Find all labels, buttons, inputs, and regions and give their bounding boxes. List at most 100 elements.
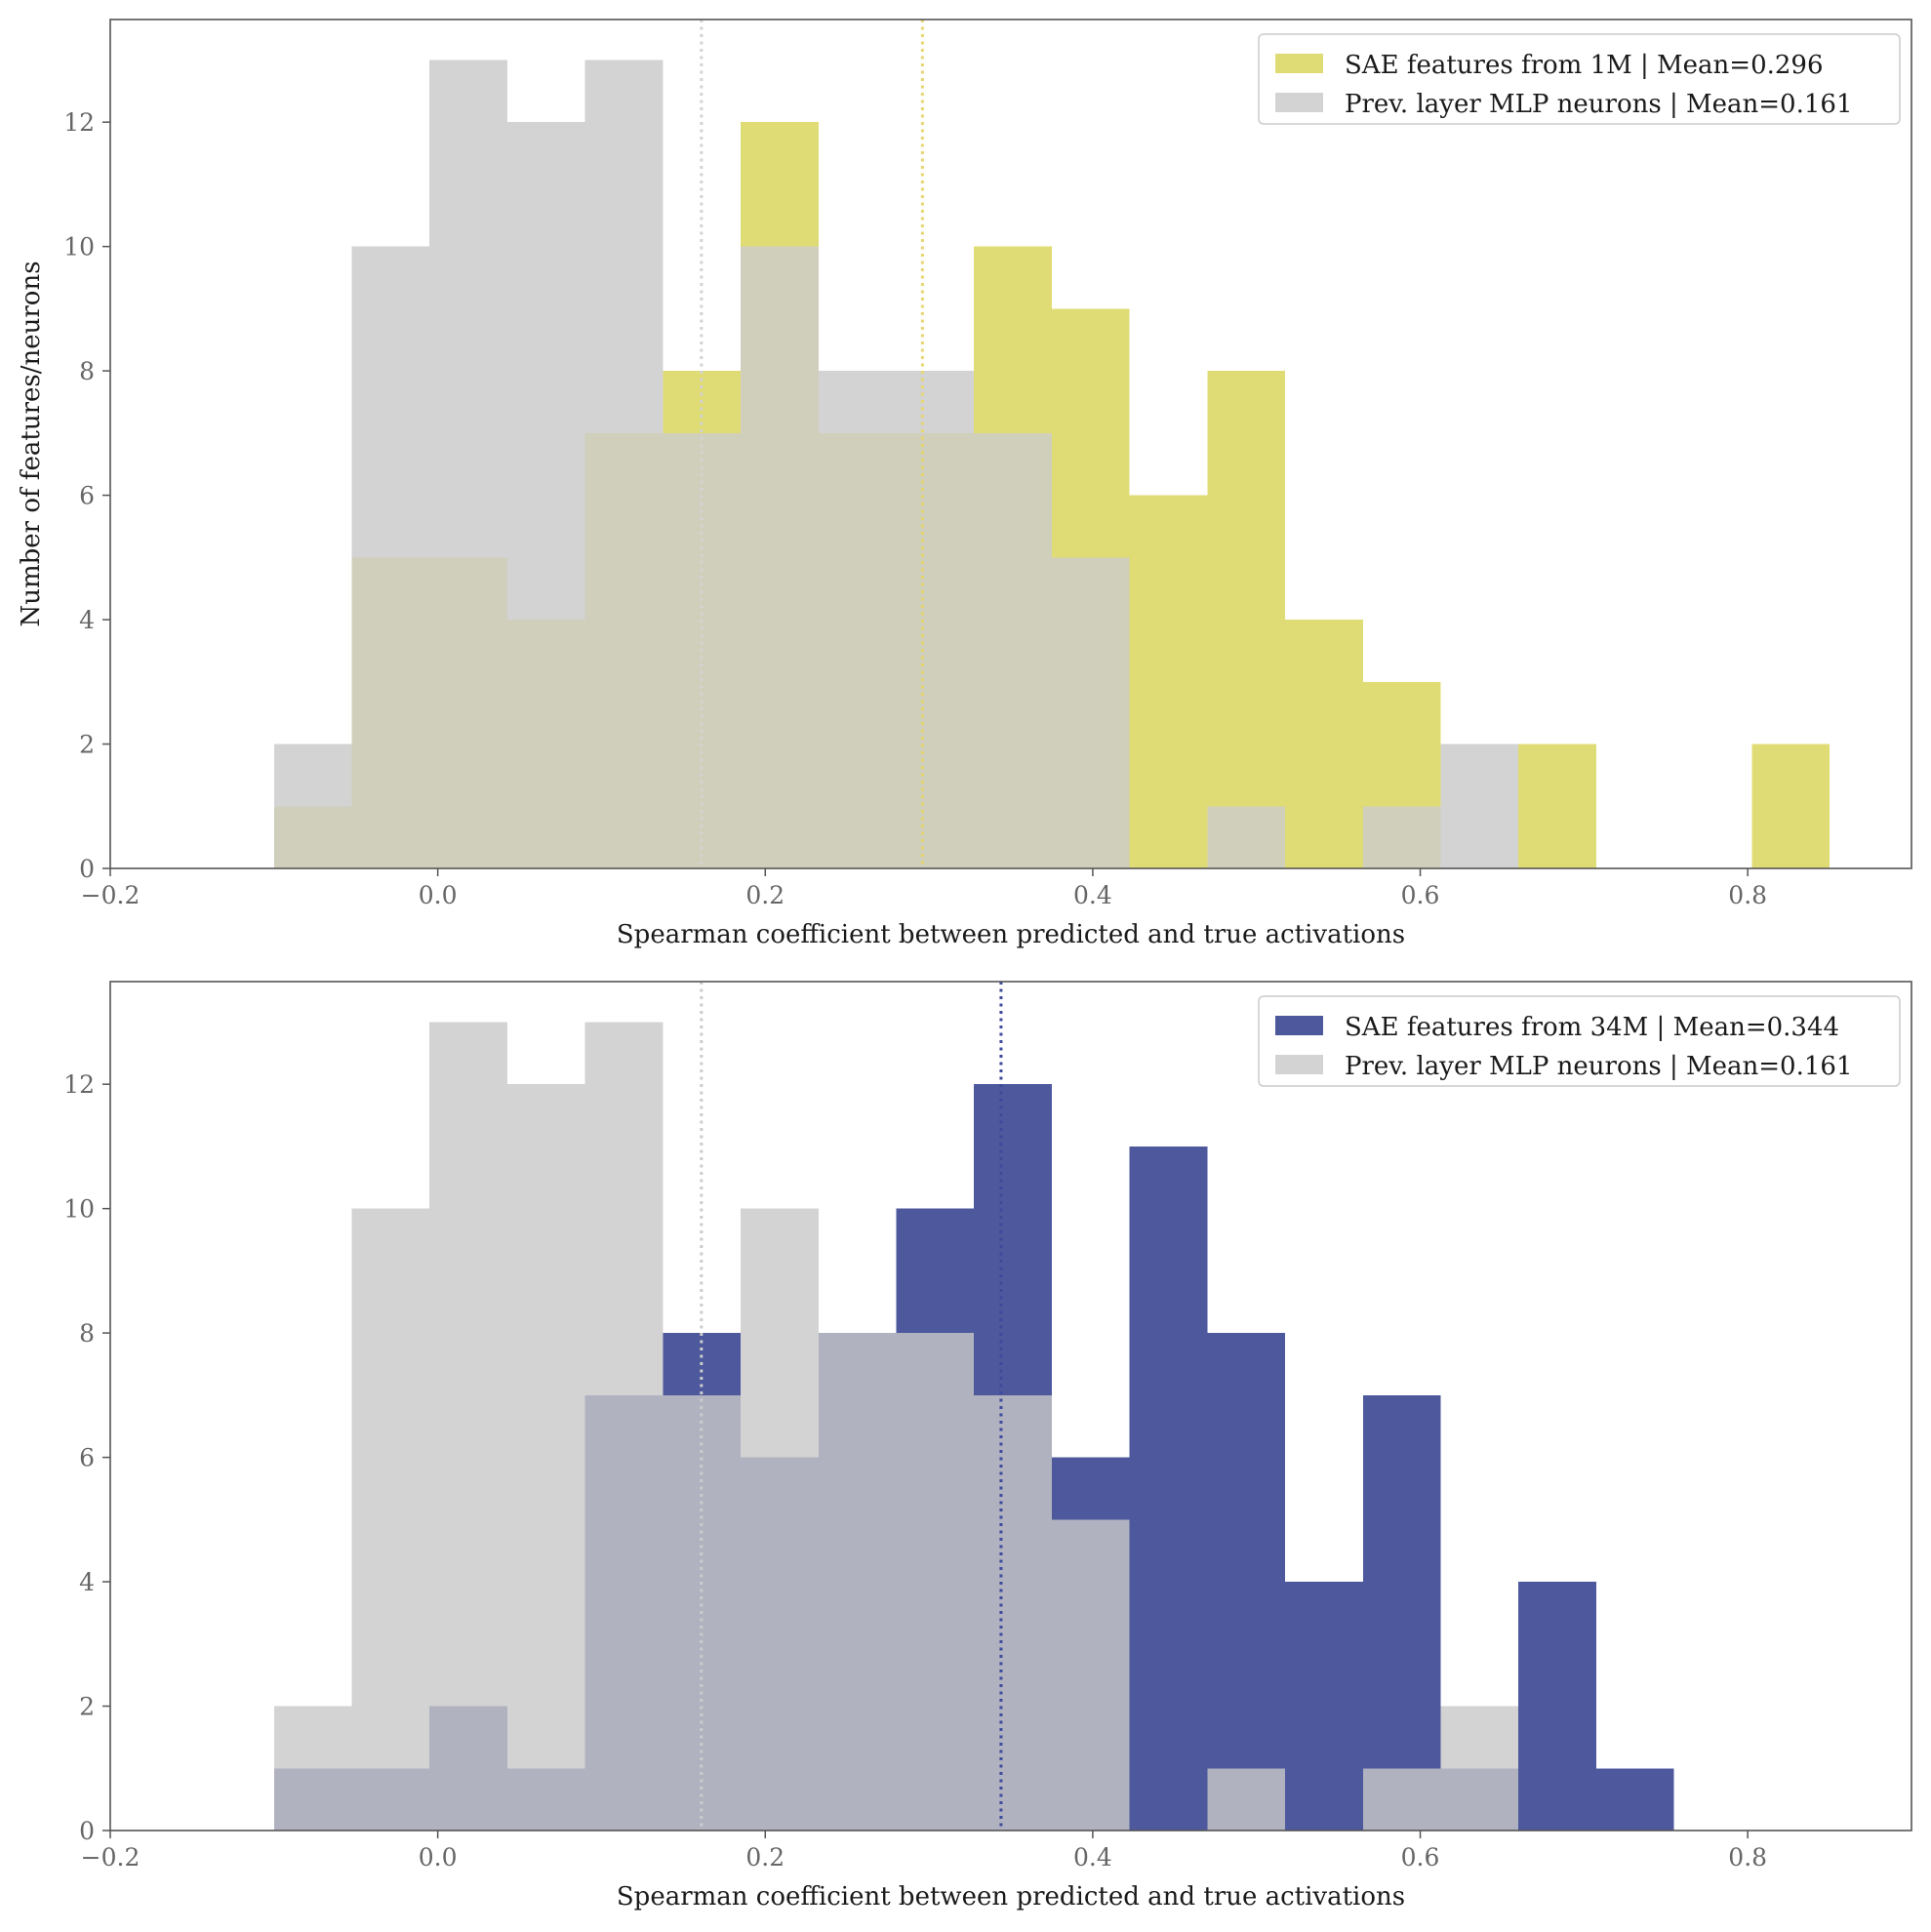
overlap-bar [1051, 557, 1130, 868]
legend-box [1258, 33, 1901, 125]
sae-bar [1129, 495, 1208, 868]
overlap-bar [351, 557, 430, 868]
y-tick-label: 4 [79, 1568, 95, 1596]
overlap-bar [584, 1394, 664, 1831]
x-tick-label: 0.4 [1073, 881, 1112, 909]
y-tick-label: 10 [63, 1195, 95, 1224]
sae-bar [1518, 744, 1596, 868]
x-tick-label: 0.2 [745, 1843, 784, 1872]
y-axis-label: Number of features/neurons [17, 261, 46, 626]
overlap-bar [974, 1394, 1052, 1831]
overlap-bar [584, 432, 664, 868]
y-tick-label: 12 [63, 108, 95, 137]
sae-bar [1207, 1333, 1286, 1769]
overlap-bar [506, 1768, 585, 1831]
overlap-bar [273, 806, 352, 868]
sae-bar [1285, 620, 1363, 868]
mlp-bar [818, 371, 897, 433]
y-tick-label: 8 [79, 1319, 95, 1348]
x-tick-label: 0.4 [1073, 1843, 1112, 1872]
y-tick-label: 12 [63, 1070, 95, 1099]
chart-panel-2: −0.2 0.0 0.2 0.4 0.6 0.8 0 2 4 6 8 10 12 Spearman coe… [63, 981, 1912, 1912]
mlp-bar [506, 122, 585, 621]
y-tick-label: 0 [79, 855, 95, 883]
x-axis-label: Spearman coefficient between predicted a… [617, 1882, 1405, 1912]
mlp-bar [273, 1706, 352, 1769]
mlp-bar [273, 744, 352, 807]
overlap-bar [741, 246, 819, 869]
sae-bar [1129, 1146, 1208, 1831]
x-tick-label: 0.6 [1401, 881, 1440, 909]
sae-bar [1207, 371, 1286, 807]
mlp-bar [429, 60, 507, 558]
sae-bar [896, 1208, 975, 1334]
overlap-bar [273, 1768, 352, 1831]
sae-bar [1051, 308, 1130, 558]
y-tick-label: 8 [79, 357, 95, 385]
sae-bar [974, 246, 1052, 433]
legend-swatch [1275, 1016, 1323, 1035]
y-tick-label: 6 [79, 1444, 95, 1472]
legend-swatch [1275, 1055, 1323, 1074]
overlap-bar [1207, 806, 1286, 868]
overlap-bar [896, 1333, 975, 1831]
mlp-bar [429, 1022, 507, 1707]
sae-bar [1751, 744, 1830, 868]
overlap-bar [1362, 806, 1441, 868]
y-tick-label: 10 [63, 233, 95, 262]
x-tick-label: 0.8 [1728, 881, 1767, 909]
mlp-bar [741, 1208, 819, 1458]
overlap-bar [429, 557, 507, 868]
overlap-bar [974, 432, 1052, 868]
overlap-bar [1362, 1768, 1441, 1831]
x-tick-label: −0.2 [81, 1843, 141, 1872]
overlap-bar [818, 432, 897, 868]
overlap-bar [351, 1768, 430, 1831]
x-tick-label: 0.6 [1401, 1843, 1440, 1872]
overlap-bar [896, 432, 975, 868]
axes-frame [109, 981, 1912, 1831]
overlap-bar [1051, 1519, 1130, 1831]
legend-swatch [1275, 54, 1323, 73]
overlap-bar [1440, 1768, 1519, 1831]
mlp-bar [1440, 744, 1519, 868]
y-tick-label: 2 [79, 1693, 95, 1721]
x-tick-label: 0.0 [419, 881, 458, 909]
y-tick-label: 0 [79, 1817, 95, 1845]
legend-label: SAE features from 34M | Mean=0.344 [1345, 1013, 1839, 1042]
legend-label: SAE features from 1M | Mean=0.296 [1345, 51, 1824, 80]
x-tick-label: 0.2 [745, 881, 784, 909]
legend-label: Prev. layer MLP neurons | Mean=0.161 [1345, 90, 1852, 119]
overlap-bar [818, 1333, 897, 1831]
sae-bar [1285, 1582, 1363, 1831]
legend-box [1258, 995, 1901, 1087]
sae-bar [1051, 1457, 1130, 1520]
sae-bar [1518, 1582, 1596, 1831]
y-tick-label: 6 [79, 482, 95, 510]
chart-panel-1: −0.2 0.0 0.2 0.4 0.6 0.8 0 2 4 6 8 10 12 Spearman coe… [17, 19, 1912, 949]
overlap-bar [506, 620, 585, 868]
mlp-bar [584, 60, 664, 433]
sae-bar [974, 1084, 1052, 1395]
overlap-bar [741, 1457, 819, 1831]
legend-label: Prev. layer MLP neurons | Mean=0.161 [1345, 1052, 1852, 1081]
mlp-bar [896, 371, 975, 433]
sae-bar [1362, 681, 1441, 807]
mlp-bar [351, 1208, 430, 1769]
x-tick-label: 0.8 [1728, 1843, 1767, 1872]
sae-bar [741, 122, 819, 247]
legend-swatch [1275, 93, 1323, 112]
x-tick-label: −0.2 [81, 881, 141, 909]
axes-frame [109, 19, 1912, 869]
mlp-bar [1440, 1706, 1519, 1769]
overlap-bar [1207, 1768, 1286, 1831]
sae-bar [1595, 1768, 1674, 1831]
sae-bar [1362, 1394, 1441, 1769]
x-tick-label: 0.0 [419, 1843, 458, 1872]
mlp-bar [584, 1022, 664, 1395]
mlp-bar [506, 1084, 585, 1769]
x-axis-label: Spearman coefficient between predicted a… [617, 920, 1405, 949]
overlap-bar [429, 1706, 507, 1831]
y-tick-label: 4 [79, 606, 95, 634]
